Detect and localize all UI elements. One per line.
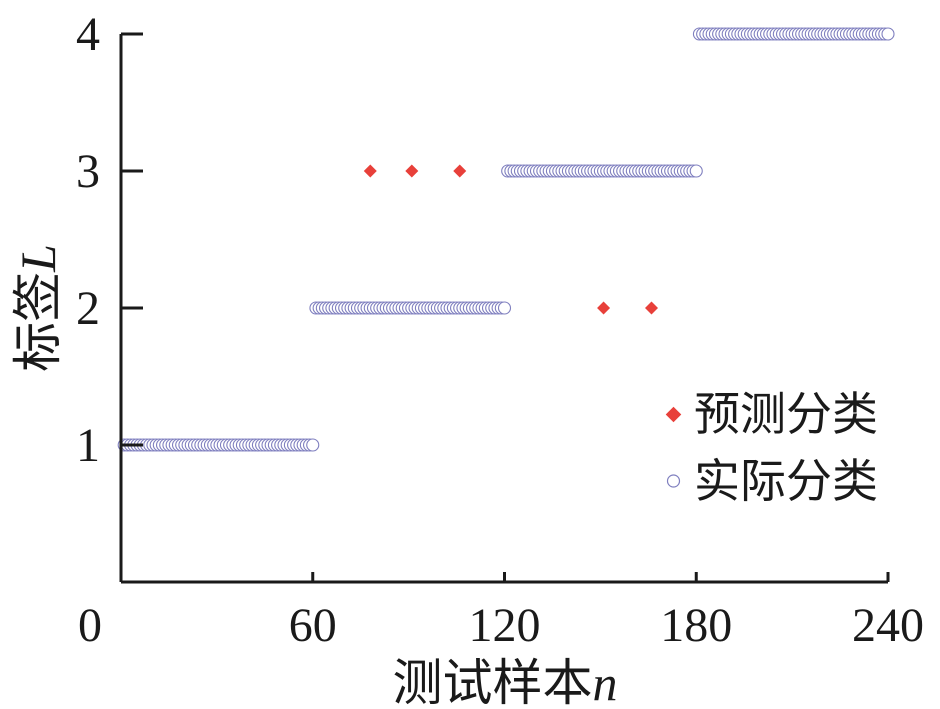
x-tick-label: 60 (289, 599, 337, 652)
predicted-misclassified-point (645, 301, 659, 315)
y-axis-title-variable: L (10, 244, 66, 273)
actual-point (881, 27, 895, 41)
y-axis-title: 标签L (9, 244, 67, 372)
actual-point (689, 164, 703, 178)
y-tick-label: 2 (76, 282, 100, 335)
x-axis-title-variable: n (593, 655, 618, 709)
marks-layer (117, 27, 895, 452)
predicted-misclassified-point (597, 301, 611, 315)
y-axis-title-text: 标签 (9, 272, 67, 372)
y-tick-label: 3 (76, 145, 100, 198)
legend-diamond-marker (665, 406, 682, 423)
x-tick-label: 180 (660, 599, 732, 652)
x-tick-label: 120 (469, 599, 541, 652)
predicted-misclassified-point (453, 164, 467, 178)
y-tick-label: 1 (76, 419, 100, 472)
legend-circle-marker (666, 474, 681, 488)
y-tick-label: 4 (76, 8, 100, 61)
x-axis-title: 测试样本n (393, 654, 618, 709)
actual-point (306, 438, 320, 452)
legend-label-predicted: 预测分类 (694, 387, 878, 441)
legend-label-actual: 实际分类 (694, 454, 878, 508)
x-axis-title-text: 测试样本 (393, 654, 593, 709)
legend: 预测分类 实际分类 (665, 387, 878, 508)
predicted-misclassified-point (363, 164, 377, 178)
x-tick-label: 240 (852, 599, 924, 652)
actual-point (497, 301, 512, 315)
predicted-misclassified-point (405, 164, 419, 178)
ticks-layer: 0 60 120 180 240 1 2 3 4 (76, 8, 924, 652)
x-tick-label: 0 (78, 599, 102, 652)
